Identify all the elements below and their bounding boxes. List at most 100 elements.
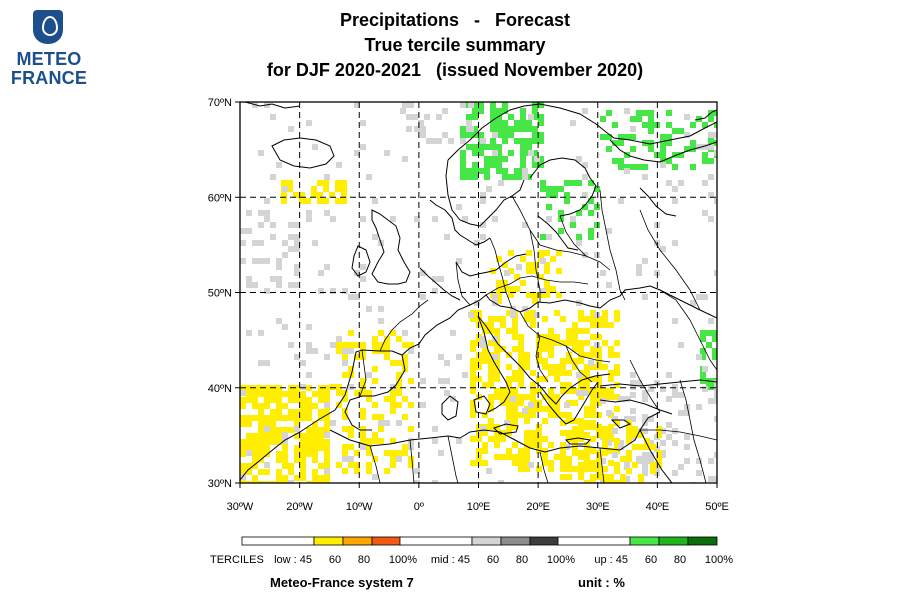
tercile-cell bbox=[548, 394, 554, 400]
tercile-cell bbox=[542, 364, 548, 370]
tercile-cell bbox=[526, 292, 532, 298]
tercile-cell bbox=[294, 421, 300, 427]
tercile-cell bbox=[240, 463, 246, 469]
tercile-cell bbox=[548, 370, 554, 376]
tercile-cell bbox=[554, 310, 560, 316]
tercile-cell bbox=[276, 457, 282, 463]
tercile-cell bbox=[412, 114, 418, 120]
tercile-cell bbox=[468, 312, 474, 318]
tercile-cell bbox=[584, 442, 590, 448]
tercile-cell bbox=[612, 416, 618, 422]
lon-tick-label: 40ºE bbox=[646, 501, 670, 513]
tercile-cell bbox=[474, 300, 480, 306]
tercile-cell bbox=[336, 390, 342, 396]
tercile-cell bbox=[336, 162, 342, 168]
tercile-cell bbox=[602, 394, 608, 400]
tercile-cell bbox=[306, 433, 312, 439]
tercile-cell bbox=[300, 415, 306, 421]
tercile-cell bbox=[348, 456, 354, 462]
tercile-cell bbox=[324, 402, 330, 408]
tercile-cell bbox=[294, 246, 300, 252]
tercile-cell bbox=[482, 358, 488, 364]
tercile-cell bbox=[282, 445, 288, 451]
tercile-cell bbox=[480, 234, 486, 240]
tercile-cell bbox=[324, 264, 330, 270]
tercile-cell bbox=[702, 180, 708, 186]
tercile-cell bbox=[282, 451, 288, 457]
tercile-cell bbox=[536, 358, 542, 364]
tercile-cell bbox=[270, 415, 276, 421]
tercile-cell bbox=[566, 340, 572, 346]
tercile-cell bbox=[602, 310, 608, 316]
tercile-cell bbox=[324, 451, 330, 457]
lon-tick-label: 50ºE bbox=[705, 501, 729, 513]
tercile-cell bbox=[542, 454, 548, 460]
tercile-cell bbox=[578, 310, 584, 316]
tercile-cell bbox=[632, 426, 638, 432]
tercile-cell bbox=[602, 364, 608, 370]
legend-group-label: low : 45 bbox=[274, 554, 312, 566]
tercile-cell bbox=[288, 246, 294, 252]
tercile-cell bbox=[306, 210, 312, 216]
tercile-cell bbox=[542, 346, 548, 352]
tercile-cell bbox=[318, 270, 324, 276]
country-borders bbox=[359, 189, 717, 483]
tercile-cell bbox=[494, 442, 500, 448]
tercile-cell bbox=[596, 462, 602, 468]
tercile-cell bbox=[444, 390, 450, 396]
tercile-cell bbox=[408, 348, 414, 354]
tercile-cell bbox=[714, 386, 717, 392]
tercile-cell bbox=[608, 346, 614, 352]
tercile-cell bbox=[494, 394, 500, 400]
tercile-cell bbox=[360, 414, 366, 420]
tercile-cell bbox=[532, 150, 538, 156]
tercile-cell bbox=[406, 114, 412, 120]
tercile-cell bbox=[714, 270, 717, 276]
legend-tick-label: 60 bbox=[329, 554, 341, 566]
tercile-cell bbox=[630, 146, 636, 152]
tercile-cell bbox=[536, 448, 542, 454]
tercile-cell bbox=[590, 448, 596, 454]
tercile-cell bbox=[630, 380, 636, 386]
tercile-cell bbox=[323, 198, 329, 204]
tercile-cell bbox=[524, 358, 530, 364]
tercile-cell bbox=[282, 427, 288, 433]
tercile-cell bbox=[714, 392, 717, 398]
tercile-cell bbox=[672, 440, 678, 446]
tercile-cell bbox=[630, 392, 636, 398]
tercile-cell bbox=[258, 391, 264, 397]
tercile-cell bbox=[318, 445, 324, 451]
tercile-cell bbox=[456, 438, 462, 444]
tercile-cell bbox=[312, 348, 318, 354]
tercile-cell bbox=[432, 438, 438, 444]
tercile-cell bbox=[288, 234, 294, 240]
tercile-cell bbox=[366, 462, 372, 468]
tercile-cell bbox=[354, 270, 360, 276]
legend-group-label: up : 45 bbox=[594, 554, 628, 566]
tercile-cell bbox=[432, 426, 438, 432]
tercile-cell bbox=[608, 474, 614, 480]
tercile-cell bbox=[442, 132, 448, 138]
tercile-cell bbox=[536, 376, 542, 382]
tercile-cell bbox=[602, 322, 608, 328]
tercile-cell bbox=[360, 342, 366, 348]
lat-tick-label: 30ºN bbox=[208, 478, 232, 490]
tercile-cell bbox=[590, 388, 596, 394]
tercile-cell bbox=[276, 276, 282, 282]
tercile-cell bbox=[708, 476, 714, 482]
tercile-cell bbox=[312, 445, 318, 451]
tercile-cell bbox=[276, 409, 282, 415]
tercile-cell bbox=[542, 376, 548, 382]
tercile-cell bbox=[372, 336, 378, 342]
tercile-cell bbox=[566, 412, 572, 418]
tercile-cell bbox=[246, 439, 252, 445]
tercile-cell bbox=[548, 466, 554, 472]
tercile-cell bbox=[276, 264, 282, 270]
tercile-cell bbox=[502, 126, 508, 132]
tercile-cell bbox=[608, 436, 614, 442]
tercile-cell bbox=[252, 475, 258, 481]
tercile-cell bbox=[492, 150, 498, 156]
tercile-cell bbox=[700, 372, 706, 378]
tercile-cell bbox=[702, 210, 708, 216]
tercile-cell bbox=[450, 396, 456, 402]
